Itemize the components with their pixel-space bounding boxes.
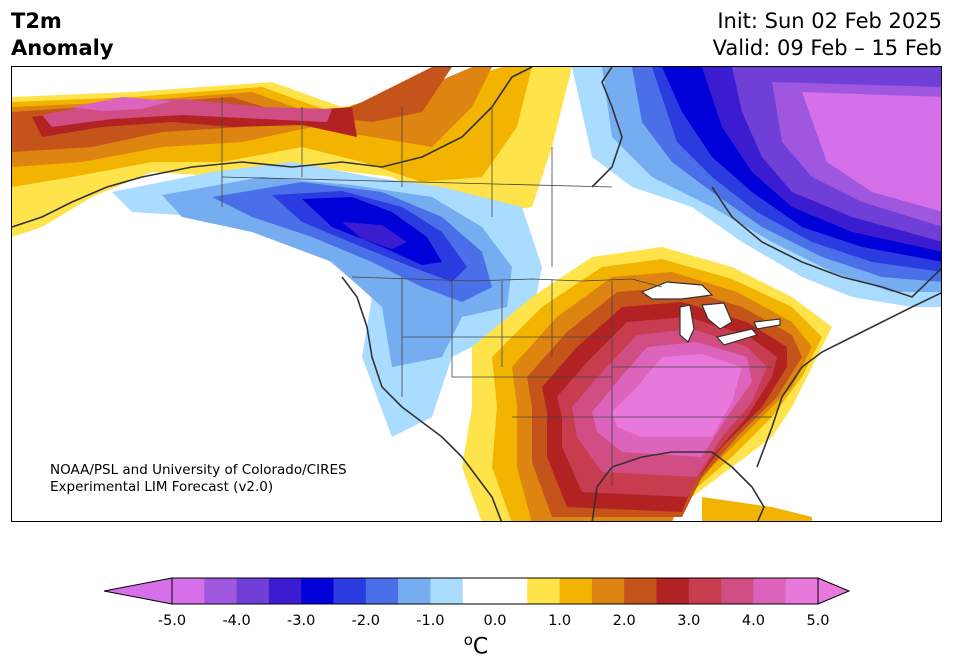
cold-ne-orchid <box>802 92 941 212</box>
title-line-2: Anomaly <box>11 36 114 60</box>
colorbar-segment <box>398 578 431 604</box>
colorbar-tick-label: -4.0 <box>222 613 251 629</box>
warm-cuba <box>702 497 812 521</box>
lake-michigan <box>679 304 695 343</box>
colorbar-extend-low <box>104 577 173 605</box>
colorbar-segment <box>495 578 528 604</box>
colorbar <box>104 577 850 605</box>
colorbar-tick-label: -3.0 <box>287 613 316 629</box>
credit-line-1: NOAA/PSL and University of Colorado/CIRE… <box>50 462 347 478</box>
alaska-coast <box>12 67 533 228</box>
coastlines <box>12 67 941 521</box>
map-canvas <box>12 67 941 521</box>
date-info: Init: Sun 02 Feb 2025 Valid: 09 Feb – 15… <box>713 8 942 62</box>
colorbar-segment <box>785 578 819 604</box>
colorbar-segment <box>656 578 690 604</box>
colorbar-tick-label: -1.0 <box>416 613 445 629</box>
colorbar-extend-high <box>817 577 850 605</box>
warm-alaska-pink <box>72 97 172 111</box>
labrador-coast <box>711 186 941 298</box>
unit-label: oC <box>464 631 489 659</box>
pacific-coast <box>341 276 503 521</box>
map-title: T2m Anomaly <box>11 8 114 62</box>
init-date: Init: Sun 02 Feb 2025 <box>717 9 942 33</box>
colorbar-tick-label: 1.0 <box>548 613 572 629</box>
anomaly-map: NOAA/PSL and University of Colorado/CIRE… <box>11 66 942 522</box>
colorbar-segment <box>301 578 334 604</box>
unit-base: C <box>472 634 489 660</box>
valid-range: Valid: 09 Feb – 15 Feb <box>712 36 942 60</box>
colorbar-segment <box>527 578 561 604</box>
colorbar-segment <box>333 578 367 604</box>
colorbar-segment <box>559 578 593 604</box>
colorbar-segment <box>236 578 270 604</box>
cold-west-violet <box>342 222 407 249</box>
hudson-coast <box>591 67 623 188</box>
colorbar-segment <box>624 578 657 604</box>
credit-text: NOAA/PSL and University of Colorado/CIRE… <box>50 462 347 496</box>
unit-superscript: o <box>463 631 473 649</box>
colorbar-segment <box>753 578 787 604</box>
colorbar-segment <box>462 578 496 604</box>
colorbar-segment <box>365 578 399 604</box>
lake-ontario <box>753 318 781 330</box>
colorbar-segment <box>204 578 238 604</box>
warm-se-hotpink <box>612 354 742 437</box>
colorbar-segment <box>430 578 464 604</box>
colorbar-tick-label: -2.0 <box>351 613 380 629</box>
colorbar-tick-label: 5.0 <box>806 613 830 629</box>
colorbar-tick-label: 4.0 <box>741 613 765 629</box>
title-line-1: T2m <box>11 9 62 33</box>
credit-line-2: Experimental LIM Forecast (v2.0) <box>50 479 274 495</box>
colorbar-segment <box>688 578 722 604</box>
colorbar-tick-label: -5.0 <box>157 613 187 629</box>
canada-us-border <box>351 276 663 288</box>
lake-erie <box>715 328 759 346</box>
colorbar-segment <box>721 578 754 604</box>
colorbar-tick-label: 0.0 <box>483 613 507 629</box>
colorbar-segment <box>172 578 205 604</box>
colorbar-tick-label: 2.0 <box>612 613 636 629</box>
gulf-coast <box>591 451 765 521</box>
colorbar-segment <box>268 578 302 604</box>
atlantic-coast <box>756 292 941 468</box>
colorbar-tick-label: 3.0 <box>677 613 701 629</box>
state-borders <box>221 97 772 487</box>
colorbar-outline <box>171 577 819 605</box>
lake-huron <box>701 302 733 330</box>
colorbar-segment <box>591 578 625 604</box>
